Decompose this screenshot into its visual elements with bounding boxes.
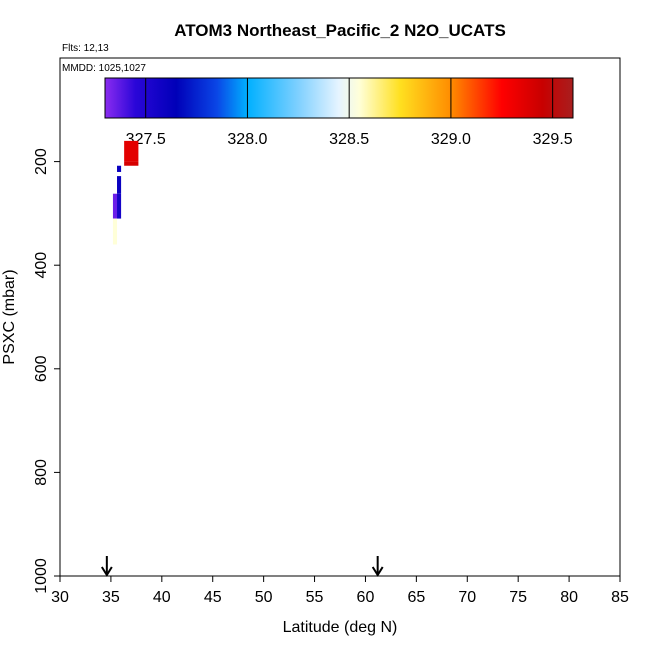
dates-label: MMDD: 1025,1027 <box>62 63 146 74</box>
x-tick-label: 40 <box>153 589 171 606</box>
x-axis-label: Latitude (deg N) <box>283 619 398 636</box>
x-tick-label: 70 <box>458 589 476 606</box>
x-tick-label: 85 <box>611 589 629 606</box>
flight-arrow <box>371 556 384 577</box>
colorbar-tick-label: 328.5 <box>329 131 369 148</box>
chart-title: ATOM3 Northeast_Pacific_2 N2O_UCATS <box>174 21 506 40</box>
flights-label: Flts: 12,13 <box>62 43 109 54</box>
y-tick-label: 200 <box>33 148 50 175</box>
y-tick-label: 1000 <box>33 558 50 594</box>
colorbar-tick-label: 329.0 <box>431 131 471 148</box>
data-cell <box>124 140 139 162</box>
data-cell <box>117 176 122 194</box>
colorbar-tick-label: 329.5 <box>533 131 573 148</box>
colorbar: 327.5 328.0 328.5 329.0 329.5 <box>104 77 574 148</box>
y-tick-label: 800 <box>33 459 50 486</box>
x-tick-label: 35 <box>102 589 120 606</box>
colorbar-fill <box>104 77 574 119</box>
x-axis: 30 35 40 45 50 55 60 65 70 75 80 85 <box>51 576 629 606</box>
x-tick-label: 75 <box>509 589 527 606</box>
data-cell <box>112 218 118 245</box>
data-cell <box>124 161 139 166</box>
x-tick-label: 30 <box>51 589 69 606</box>
x-tick-label: 80 <box>560 589 578 606</box>
y-axis: 200 400 600 800 1000 <box>33 148 60 594</box>
flight-arrows <box>100 556 384 577</box>
x-tick-label: 65 <box>407 589 425 606</box>
plot-frame <box>59 57 621 577</box>
x-tick-label: 60 <box>357 589 375 606</box>
colorbar-tick-label: 328.0 <box>227 131 267 148</box>
data-cell <box>112 193 118 219</box>
x-tick-label: 50 <box>255 589 273 606</box>
y-tick-label: 600 <box>33 355 50 382</box>
colorbar-ticks: 327.5 328.0 328.5 329.0 329.5 <box>126 78 573 148</box>
data-cell <box>117 165 122 172</box>
y-axis-label: PSXC (mbar) <box>1 269 18 364</box>
x-tick-label: 55 <box>306 589 324 606</box>
x-tick-label: 45 <box>204 589 222 606</box>
data-cells <box>112 140 139 245</box>
flight-arrow <box>100 556 113 577</box>
y-tick-label: 400 <box>33 252 50 279</box>
data-cell <box>117 193 122 219</box>
